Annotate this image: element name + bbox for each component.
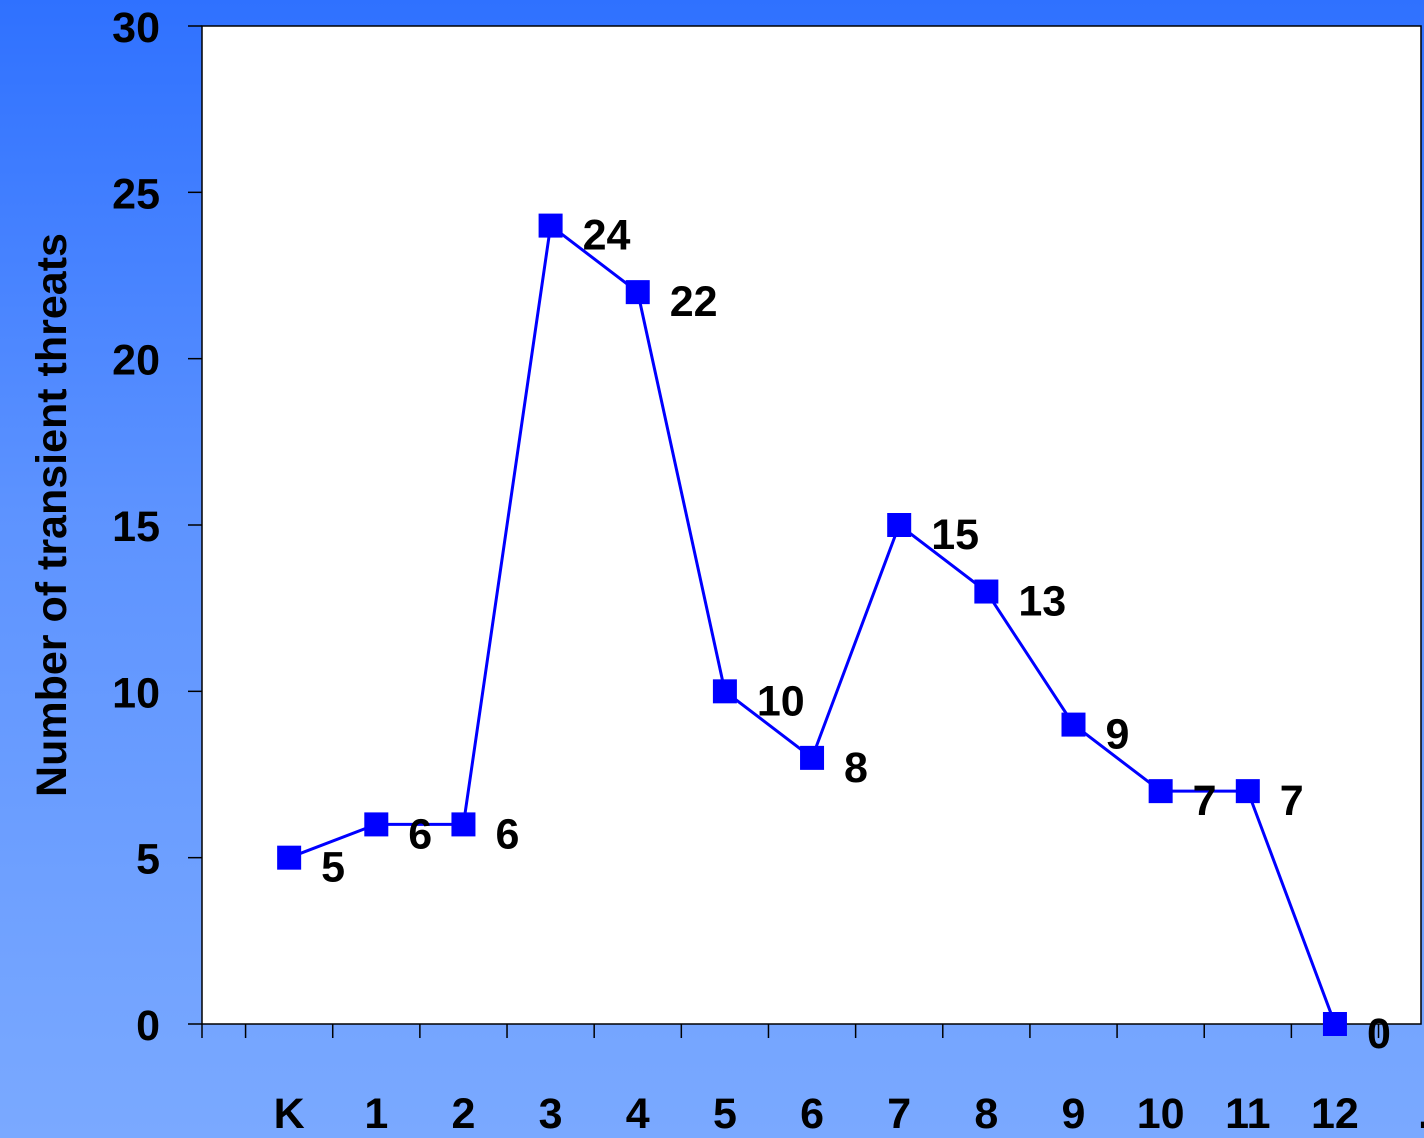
data-label: 15 [931,511,979,559]
x-tick-label: 6 [800,1090,824,1138]
x-tick-label: 2 [451,1090,475,1138]
x-tick-label: 9 [1062,1090,1086,1138]
x-tick-label: 10 [1137,1090,1185,1138]
data-label: 7 [1280,777,1304,825]
x-tick-label: 12 [1311,1090,1359,1138]
data-point [712,679,737,704]
x-tick-label: 7 [887,1090,911,1138]
data-point [887,513,912,537]
y-tick-label: 25 [112,170,160,218]
data-label: 7 [1193,777,1217,825]
y-tick-label: 5 [136,836,160,884]
x-tick-label: 4 [626,1090,650,1138]
data-point [974,579,999,604]
data-point [1235,779,1260,804]
data-point [625,280,650,305]
y-axis-label: Number of transient threats [28,233,76,797]
data-point [1061,712,1086,737]
data-point [277,845,302,870]
data-point [451,812,476,837]
data-points [277,213,1347,1036]
data-labels: 5 6 6 24 22 10 8 15 13 9 7 7 0 [321,212,1391,1058]
x-tick-label: 11 [1225,1090,1270,1138]
data-label: 24 [583,212,631,260]
data-label: 10 [757,677,805,725]
data-label: 0 [1367,1010,1391,1058]
y-tick-labels: 0 5 10 15 20 25 30 [112,4,160,1050]
y-tick-label: 15 [112,503,160,551]
x-tick-label: 8 [974,1090,998,1138]
y-tick-label: 10 [112,669,160,717]
data-label: 8 [844,744,868,792]
plot-area [201,25,1422,1025]
x-tick-label: 1 [364,1090,388,1138]
data-label: 13 [1018,578,1066,626]
data-point [364,812,389,837]
data-point [538,213,563,238]
x-tick-label: K [274,1090,305,1138]
data-label: 22 [670,278,718,326]
data-label: 9 [1106,711,1130,759]
data-point [800,745,825,770]
x-tick-label: 3 [539,1090,563,1138]
y-tick-label: 20 [112,337,160,385]
data-point [1322,1012,1347,1036]
y-tick-label: 0 [136,1002,160,1050]
data-point [1148,779,1173,804]
x-tick-label: 5 [713,1090,737,1138]
axes [188,25,1380,1038]
y-tick-label: 30 [112,4,160,52]
data-label: 6 [495,810,519,858]
x-tick-label: . [1418,1090,1424,1138]
data-label: 6 [408,810,432,858]
data-label: 5 [321,844,345,892]
